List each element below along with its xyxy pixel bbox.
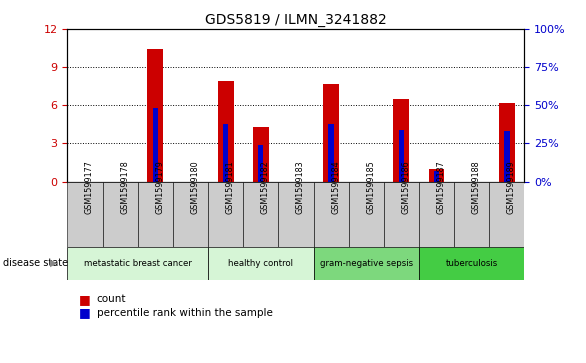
Bar bbox=[419, 182, 454, 247]
Text: GSM1599177: GSM1599177 bbox=[85, 160, 94, 214]
Bar bbox=[258, 145, 264, 182]
Bar bbox=[323, 83, 339, 182]
Text: healthy control: healthy control bbox=[229, 259, 293, 268]
Bar bbox=[434, 171, 440, 182]
Bar bbox=[148, 49, 163, 182]
Text: tuberculosis: tuberculosis bbox=[445, 259, 498, 268]
Bar bbox=[398, 130, 404, 182]
Bar bbox=[349, 182, 384, 247]
Bar bbox=[208, 247, 314, 280]
Text: GSM1599185: GSM1599185 bbox=[366, 160, 375, 213]
Bar bbox=[218, 81, 233, 182]
Bar bbox=[278, 182, 314, 247]
Bar bbox=[454, 182, 489, 247]
Bar bbox=[314, 247, 419, 280]
Text: GSM1599180: GSM1599180 bbox=[190, 160, 199, 213]
Text: count: count bbox=[97, 294, 126, 305]
Text: GSM1599186: GSM1599186 bbox=[401, 160, 410, 213]
Text: percentile rank within the sample: percentile rank within the sample bbox=[97, 308, 272, 318]
Text: ■: ■ bbox=[79, 306, 91, 319]
Text: disease state: disease state bbox=[3, 258, 68, 268]
Bar bbox=[223, 123, 229, 182]
Bar bbox=[67, 247, 208, 280]
Text: GSM1599183: GSM1599183 bbox=[296, 160, 305, 213]
Bar bbox=[419, 247, 524, 280]
Title: GDS5819 / ILMN_3241882: GDS5819 / ILMN_3241882 bbox=[205, 13, 387, 26]
Bar bbox=[243, 182, 278, 247]
Text: GSM1599187: GSM1599187 bbox=[437, 160, 445, 213]
Text: GSM1599181: GSM1599181 bbox=[226, 160, 234, 213]
Bar bbox=[499, 103, 515, 182]
Bar bbox=[208, 182, 243, 247]
Text: GSM1599179: GSM1599179 bbox=[155, 160, 164, 214]
Bar bbox=[489, 182, 524, 247]
Text: metastatic breast cancer: metastatic breast cancer bbox=[84, 259, 192, 268]
Text: GSM1599178: GSM1599178 bbox=[120, 160, 129, 213]
Bar bbox=[138, 182, 173, 247]
Text: GSM1599189: GSM1599189 bbox=[507, 160, 516, 213]
Bar bbox=[103, 182, 138, 247]
Bar bbox=[253, 127, 269, 182]
Text: GSM1599188: GSM1599188 bbox=[472, 160, 481, 213]
Bar bbox=[384, 182, 419, 247]
Text: ▶: ▶ bbox=[50, 258, 57, 268]
Text: GSM1599182: GSM1599182 bbox=[261, 160, 270, 213]
Text: GSM1599184: GSM1599184 bbox=[331, 160, 340, 213]
Bar bbox=[394, 99, 409, 182]
Bar bbox=[429, 169, 444, 182]
Bar bbox=[173, 182, 208, 247]
Text: ■: ■ bbox=[79, 293, 91, 306]
Bar bbox=[314, 182, 349, 247]
Text: gram-negative sepsis: gram-negative sepsis bbox=[320, 259, 413, 268]
Bar bbox=[329, 124, 334, 182]
Bar bbox=[152, 108, 158, 182]
Bar bbox=[67, 182, 103, 247]
Bar bbox=[504, 131, 510, 182]
